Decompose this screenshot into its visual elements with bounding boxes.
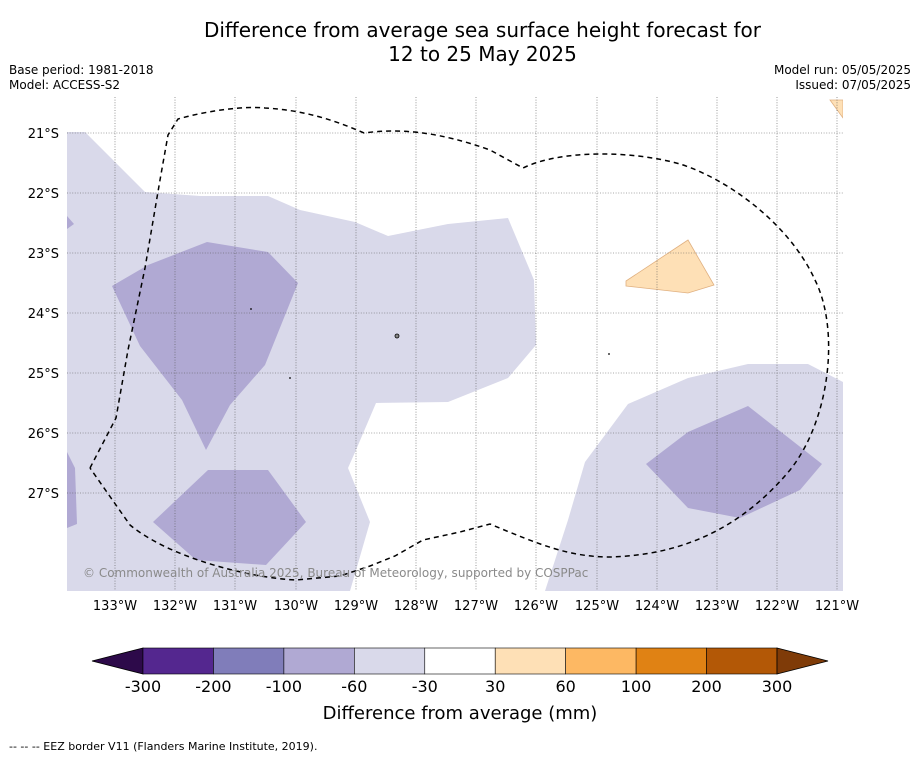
lon-label: 121°W xyxy=(815,599,859,614)
colorbar-tick-label: 100 xyxy=(621,677,652,696)
lon-label: 131°W xyxy=(213,599,257,614)
map-plot-area: © Commonwealth of Australia 2025, Bureau… xyxy=(67,97,843,591)
colorbar-tick-label: -100 xyxy=(266,677,302,696)
lon-label: 122°W xyxy=(755,599,799,614)
colorbar-extend-high xyxy=(776,647,829,675)
lon-label: 127°W xyxy=(454,599,498,614)
lon-label: 125°W xyxy=(575,599,619,614)
colorbar-tick-label: -60 xyxy=(341,677,367,696)
anomaly-region-positive-1 xyxy=(625,239,715,294)
base-info: Base period: 1981-2018 Model: ACCESS-S2 xyxy=(9,63,154,93)
colorbar-segment xyxy=(706,647,778,675)
lon-label: 124°W xyxy=(635,599,679,614)
colorbar-tick-label: 30 xyxy=(485,677,505,696)
lon-label: 128°W xyxy=(394,599,438,614)
title-line-1: Difference from average sea surface heig… xyxy=(203,18,762,42)
lon-label: 123°W xyxy=(695,599,739,614)
lat-label: 21°S xyxy=(28,127,59,142)
colorbar-segment xyxy=(424,647,496,675)
colorbar-tick-label: -200 xyxy=(195,677,231,696)
lat-label: 22°S xyxy=(28,187,59,202)
colorbar-tick-label: -300 xyxy=(125,677,161,696)
model-label: Model: ACCESS-S2 xyxy=(9,78,121,92)
lat-label: 23°S xyxy=(28,247,59,262)
colorbar-segment xyxy=(494,647,566,675)
island-marker-3 xyxy=(289,377,291,379)
anomaly-region-light-west xyxy=(67,132,536,591)
anomaly-region-medium-edge-west-2 xyxy=(67,452,77,528)
lat-label: 24°S xyxy=(28,307,59,322)
colorbar-segment xyxy=(213,647,285,675)
lon-labels: 133°W 132°W 131°W 130°W 129°W 128°W 127°… xyxy=(93,599,859,614)
colorbar-tick-label: 60 xyxy=(555,677,575,696)
colorbar-title: Difference from average (mm) xyxy=(323,703,598,724)
lon-label: 129°W xyxy=(334,599,378,614)
island-marker-2 xyxy=(250,308,252,310)
colorbar-tick-label: -30 xyxy=(412,677,438,696)
eez-footnote: -- -- -- EEZ border V11 (Flanders Marine… xyxy=(9,740,318,753)
gridlines xyxy=(67,97,843,591)
anomaly-region-medium-3 xyxy=(646,406,822,518)
anomaly-region-medium-1 xyxy=(112,242,298,450)
lon-label: 126°W xyxy=(514,599,558,614)
anomaly-region-medium-edge-west-1 xyxy=(67,216,74,229)
base-period-label: Base period: 1981-2018 xyxy=(9,63,154,77)
title-line-2: 12 to 25 May 2025 xyxy=(388,42,577,66)
issued-label: Issued: 07/05/2025 xyxy=(795,78,911,92)
colorbar-segment xyxy=(142,647,214,675)
anomaly-region-medium-2 xyxy=(153,470,306,565)
colorbar-segment xyxy=(635,647,707,675)
lon-label: 130°W xyxy=(274,599,318,614)
chart-title: Difference from average sea surface heig… xyxy=(0,18,919,66)
lon-label: 132°W xyxy=(153,599,197,614)
lat-labels: 21°S 22°S 23°S 24°S 25°S 26°S 27°S xyxy=(28,127,59,502)
run-info: Model run: 05/05/2025 Issued: 07/05/2025 xyxy=(774,63,911,93)
colorbar-extend-low xyxy=(91,647,144,675)
lat-label: 27°S xyxy=(28,487,59,502)
anomaly-region-positive-2 xyxy=(829,99,843,119)
lon-label: 133°W xyxy=(93,599,137,614)
eez-border xyxy=(89,106,830,581)
colorbar-segment xyxy=(354,647,426,675)
model-run-label: Model run: 05/05/2025 xyxy=(773,63,911,77)
colorbar-segment xyxy=(283,647,355,675)
credit-text: © Commonwealth of Australia 2025, Bureau… xyxy=(83,566,588,580)
lat-label: 25°S xyxy=(28,367,59,382)
colorbar-tick-label: 200 xyxy=(691,677,722,696)
lat-label: 26°S xyxy=(28,427,59,442)
colorbar-tick-label: 300 xyxy=(762,677,793,696)
island-marker-1 xyxy=(394,333,400,339)
colorbar: -300 -200 -100 -60 -30 30 60 100 200 300 xyxy=(91,647,829,696)
colorbar-segment xyxy=(565,647,637,675)
island-marker-4 xyxy=(608,353,610,355)
